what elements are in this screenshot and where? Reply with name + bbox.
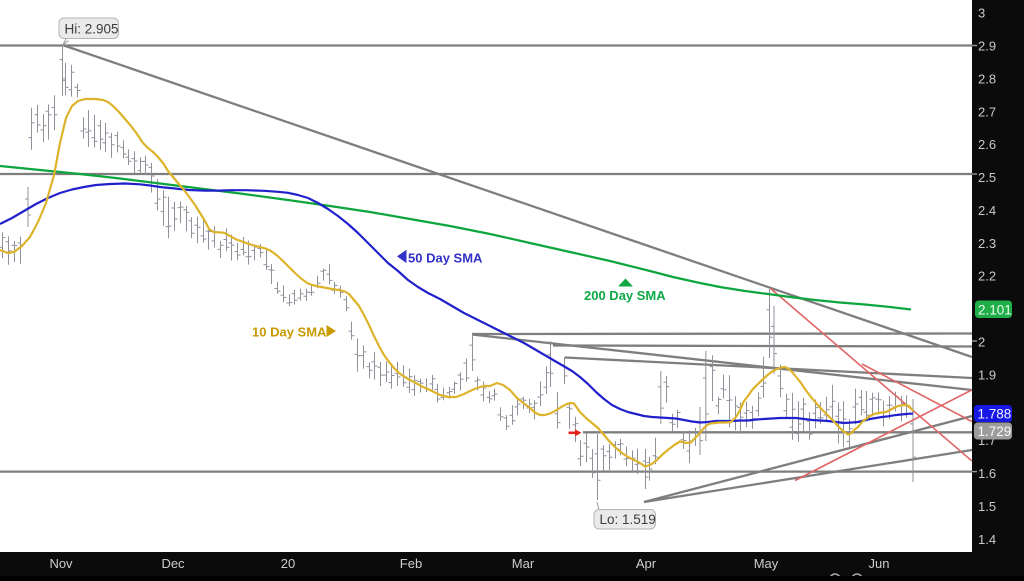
svg-text:10 Day SMA: 10 Day SMA [252, 325, 327, 340]
svg-text:200 Day SMA: 200 Day SMA [584, 288, 666, 303]
svg-text:2.7: 2.7 [978, 104, 996, 119]
svg-text:2.3: 2.3 [978, 236, 996, 251]
svg-text:Lo: 1.519: Lo: 1.519 [600, 512, 656, 527]
svg-text:20: 20 [281, 556, 295, 571]
svg-text:1.4: 1.4 [978, 532, 996, 547]
svg-text:Jun: Jun [869, 556, 890, 571]
svg-text:2: 2 [978, 335, 985, 350]
svg-text:2.2: 2.2 [978, 269, 996, 284]
svg-text:2.9: 2.9 [978, 39, 996, 54]
svg-text:1.6: 1.6 [978, 466, 996, 481]
svg-text:1.729: 1.729 [978, 424, 1012, 439]
svg-text:Dec: Dec [161, 556, 185, 571]
svg-text:2.6: 2.6 [978, 137, 996, 152]
svg-text:Feb: Feb [400, 556, 422, 571]
svg-text:1.5: 1.5 [978, 499, 996, 514]
svg-text:Mar: Mar [512, 556, 535, 571]
svg-text:3: 3 [978, 6, 985, 21]
svg-text:2.8: 2.8 [978, 72, 996, 87]
svg-text:1.9: 1.9 [978, 367, 996, 382]
svg-text:Apr: Apr [636, 556, 657, 571]
svg-text:50 Day SMA: 50 Day SMA [408, 250, 483, 265]
svg-text:May: May [754, 556, 779, 571]
svg-text:1.788: 1.788 [978, 407, 1012, 422]
svg-text:Hi: 2.905: Hi: 2.905 [65, 21, 119, 36]
svg-text:2.5: 2.5 [978, 170, 996, 185]
svg-text:2.4: 2.4 [978, 203, 996, 218]
svg-text:2.101: 2.101 [978, 302, 1012, 317]
svg-text:Nov: Nov [49, 556, 73, 571]
